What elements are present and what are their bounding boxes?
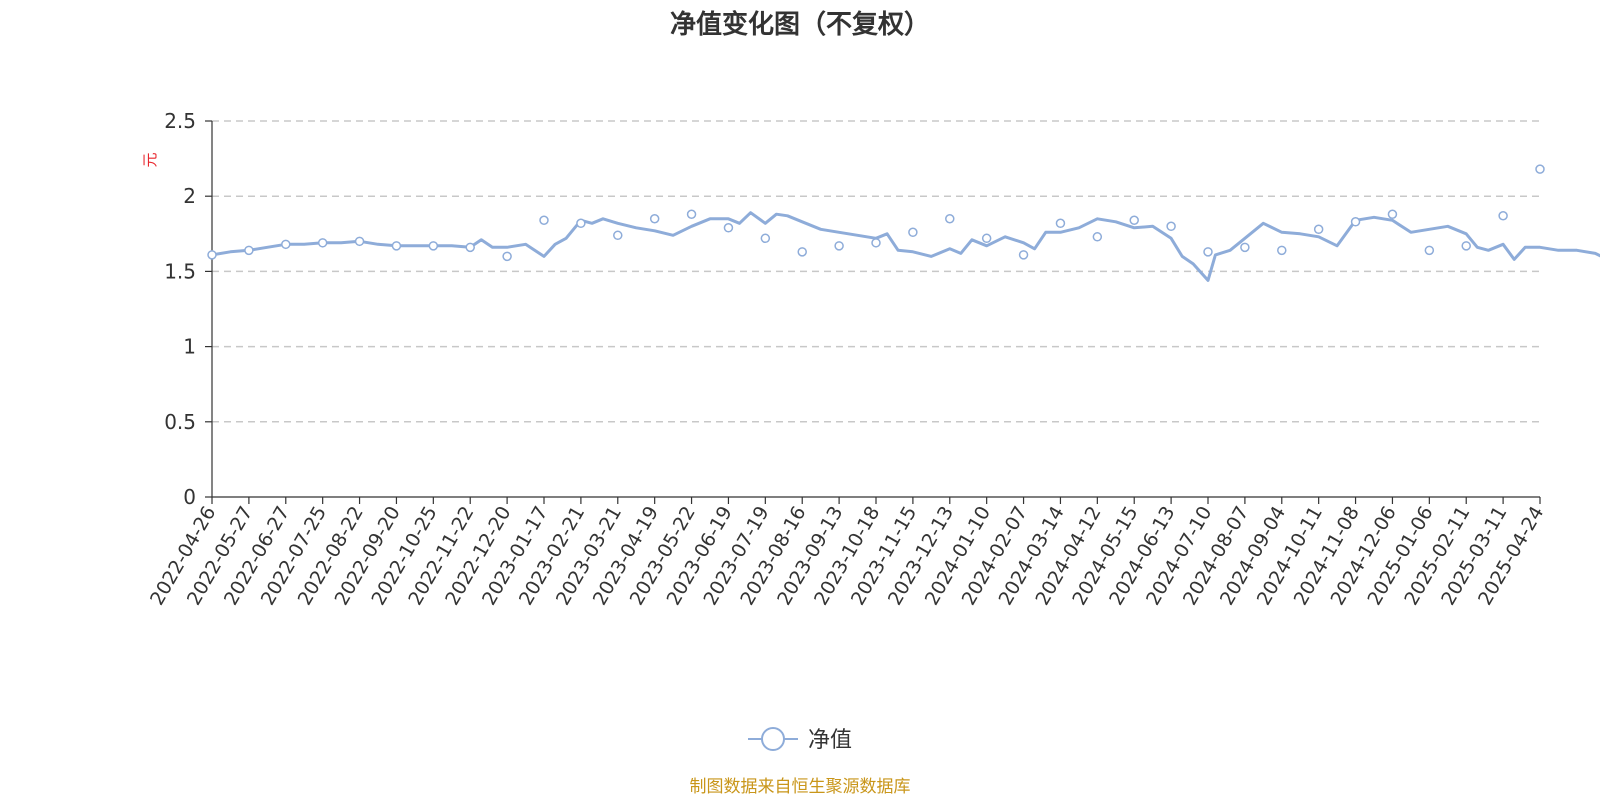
data-point-marker xyxy=(1424,245,1435,256)
data-point-marker xyxy=(317,238,328,248)
y-tick-label: 1.5 xyxy=(164,259,196,283)
data-point-marker xyxy=(576,218,586,229)
data-point-marker xyxy=(908,227,918,238)
data-point-marker xyxy=(281,239,291,250)
data-point-marker xyxy=(686,209,697,219)
y-tick-label: 2.5 xyxy=(164,109,196,133)
data-point-marker xyxy=(871,238,881,248)
data-point-marker xyxy=(207,250,217,260)
data-point-marker xyxy=(945,214,955,224)
data-point-marker xyxy=(723,223,734,233)
series-line-nav xyxy=(210,211,1600,282)
y-axis-unit-label: 元 xyxy=(141,152,159,167)
data-point-marker xyxy=(465,242,475,253)
data-point-marker xyxy=(391,241,402,251)
series-markers xyxy=(207,164,1545,262)
data-point-marker xyxy=(613,230,623,241)
y-tick-label: 1 xyxy=(183,335,196,359)
data-point-marker xyxy=(1313,224,1324,235)
data-point-marker xyxy=(1498,211,1508,221)
data-point-marker xyxy=(1018,250,1029,260)
data-point-marker xyxy=(834,241,844,251)
data-point-marker xyxy=(502,251,512,262)
data-point-marker xyxy=(1535,164,1545,174)
data-point-marker xyxy=(1092,232,1103,242)
data-point-marker xyxy=(1277,245,1287,256)
data-point-marker xyxy=(1240,242,1250,253)
data-source-note: 制图数据来自恒生聚源数据库 xyxy=(690,777,911,797)
data-point-marker xyxy=(244,245,254,256)
data-point-marker xyxy=(428,241,439,251)
data-point-marker xyxy=(1387,209,1398,219)
y-tick-label: 0 xyxy=(183,485,196,509)
data-point-marker xyxy=(1129,215,1139,226)
legend-circle-icon xyxy=(761,727,785,751)
x-axis-ticks: 2022-04-262022-05-272022-06-272022-07-25… xyxy=(146,497,1548,609)
legend-label: 净值 xyxy=(808,728,852,753)
y-tick-label: 2 xyxy=(183,184,196,208)
data-point-marker xyxy=(1055,218,1066,229)
legend[interactable]: 净值 xyxy=(748,727,852,753)
data-point-marker xyxy=(1166,221,1176,232)
data-point-marker xyxy=(649,214,660,224)
gridlines xyxy=(212,120,1540,423)
chart-title: 净值变化图（不复权） xyxy=(670,9,930,40)
y-tick-label: 0.5 xyxy=(164,410,196,434)
y-axis-ticks: 0 0.5 1 1.5 2 2.5 xyxy=(164,109,212,509)
data-point-marker xyxy=(354,236,365,247)
data-point-marker xyxy=(1461,241,1471,251)
data-point-marker xyxy=(539,215,549,226)
data-point-marker xyxy=(797,247,807,257)
data-point-marker xyxy=(981,233,992,244)
data-point-marker xyxy=(760,233,771,244)
data-point-marker xyxy=(1350,217,1361,227)
data-point-marker xyxy=(1203,247,1213,257)
